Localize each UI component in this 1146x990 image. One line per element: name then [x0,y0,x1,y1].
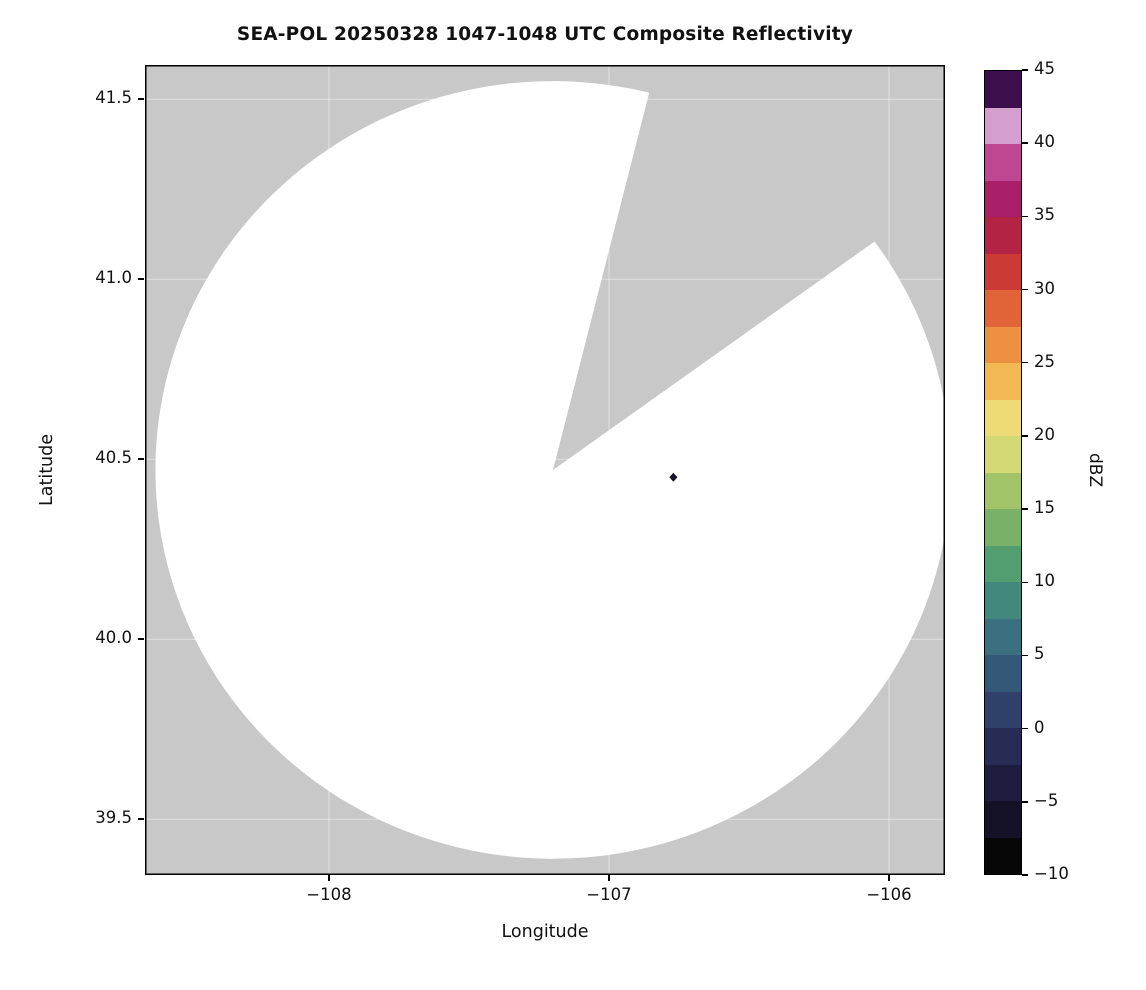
colorbar-tick [1022,874,1028,876]
x-tick-label: −107 [586,885,632,904]
y-tick [138,818,144,820]
echo-marker [669,472,678,482]
radar-plot-canvas [145,65,945,875]
colorbar-segment [985,290,1021,327]
colorbar-segment [985,655,1021,692]
colorbar-tick [1022,508,1028,510]
colorbar-tick [1022,69,1028,71]
y-tick-label: 40.0 [95,628,132,648]
colorbar-tick-label: 35 [1034,205,1055,225]
colorbar-segment [985,253,1021,290]
x-tick [328,875,330,881]
colorbar-segment [985,801,1021,838]
y-tick-label: 41.5 [95,88,132,108]
colorbar-tick [1022,654,1028,657]
colorbar-segment [985,399,1021,436]
colorbar-segment [985,837,1021,874]
chart-title: SEA-POL 20250328 1047-1048 UTC Composite… [236,24,854,45]
y-tick-label: 39.5 [95,808,132,828]
colorbar-segment [985,144,1021,181]
colorbar-tick-label: 25 [1034,351,1055,371]
y-tick [138,458,144,460]
colorbar-tick-label: 5 [1034,644,1045,664]
colorbar-tick [1022,581,1028,584]
x-tick-label: −106 [866,885,912,904]
y-tick [138,278,144,280]
y-tick [138,98,144,100]
colorbar-segment [985,582,1021,619]
plot-frame [145,65,945,875]
colorbar-segment [985,545,1021,582]
x-tick [608,875,610,881]
colorbar-segment [985,618,1021,655]
colorbar-tick [1022,142,1028,144]
x-axis-label: Longitude [501,922,589,942]
colorbar-tick [1022,727,1028,730]
colorbar-segment [985,472,1021,509]
y-tick-label: 40.5 [95,448,132,468]
x-tick [888,875,890,881]
plot-area [145,65,945,875]
colorbar-tick-label: −5 [1034,790,1059,810]
colorbar-tick [1022,361,1028,364]
radar-coverage-area [155,81,945,859]
colorbar-tick-label: 10 [1034,571,1055,591]
colorbar-tick-label: 40 [1034,132,1055,152]
colorbar-segment [985,217,1021,254]
colorbar-segment [985,764,1021,801]
colorbar-axis-label: dBZ [1085,452,1105,488]
colorbar-segment [985,728,1021,765]
colorbar-tick [1022,435,1028,437]
colorbar-segment [985,180,1021,217]
colorbar [984,70,1022,875]
colorbar-tick [1022,215,1028,218]
colorbar-tick-label: 45 [1034,59,1055,78]
colorbar-tick [1022,801,1028,803]
y-tick [138,638,144,640]
colorbar-tick-label: 30 [1034,278,1055,298]
colorbar-tick-label: 15 [1034,498,1055,518]
colorbar-tick [1022,288,1028,291]
y-axis-label: Latitude [37,433,57,507]
colorbar-tick-label: −10 [1034,864,1069,883]
colorbar-tick-label: 20 [1034,424,1055,444]
colorbar-segment [985,436,1021,473]
colorbar-segment [985,326,1021,363]
x-tick-label: −108 [306,885,352,904]
colorbar-segment [985,509,1021,546]
y-tick-label: 41.0 [95,268,132,288]
colorbar-segment [985,71,1021,108]
colorbar-tick-label: 0 [1034,717,1045,737]
colorbar-segment [985,691,1021,728]
colorbar-segment [985,363,1021,400]
colorbar-segment [985,107,1021,144]
